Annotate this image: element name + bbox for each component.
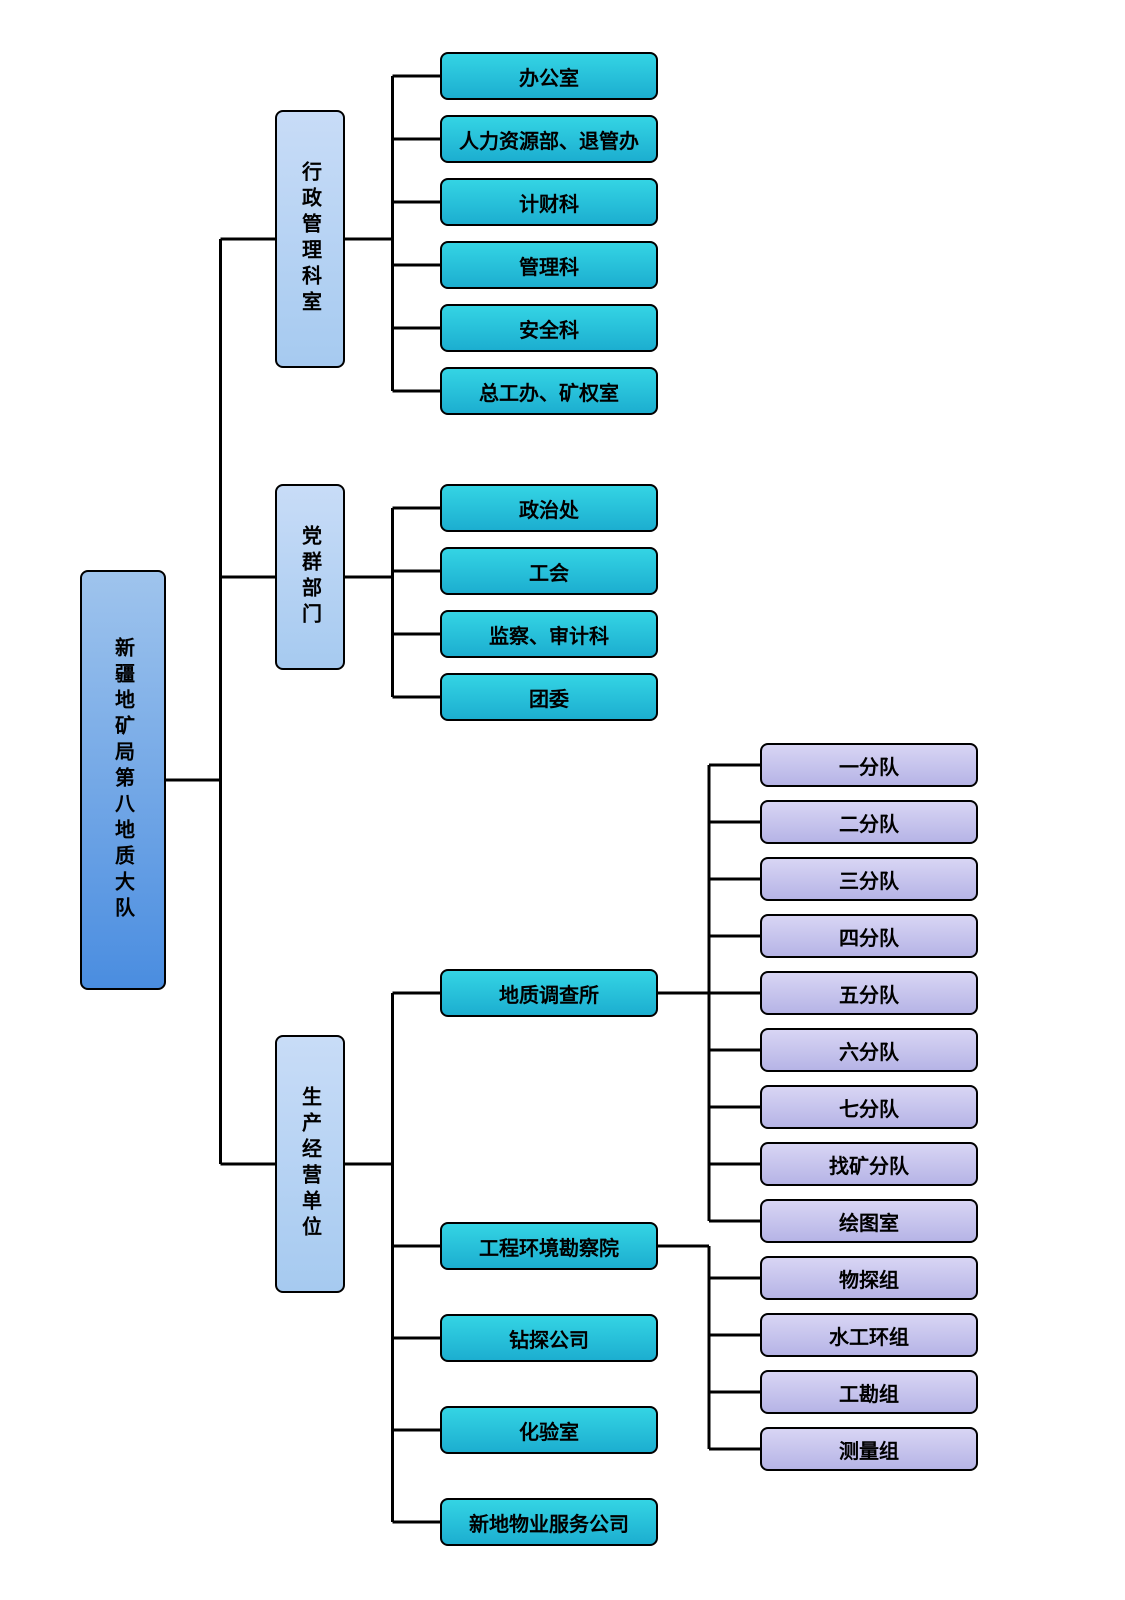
level4-geo-0: 一分队 [760, 743, 978, 787]
level2-admin-label: 行政管理科室 [296, 161, 325, 317]
root-node-label: 新疆地矿局第八地质大队 [109, 637, 138, 923]
level3-party-3-label: 团委 [529, 683, 569, 712]
level4-env-1: 水工环组 [760, 1313, 978, 1357]
level4-geo-1-label: 二分队 [839, 808, 899, 837]
level3-admin-3: 管理科 [440, 241, 658, 289]
level4-env-3-label: 测量组 [839, 1435, 899, 1464]
level3-prop: 新地物业服务公司 [440, 1498, 658, 1546]
level3-admin-2: 计财科 [440, 178, 658, 226]
level4-geo-4-label: 五分队 [839, 979, 899, 1008]
level3-drill-label: 钻探公司 [509, 1324, 589, 1353]
level4-geo-8: 绘图室 [760, 1199, 978, 1243]
level4-geo-2: 三分队 [760, 857, 978, 901]
level3-admin-1-label: 人力资源部、退管办 [459, 125, 639, 154]
level3-admin-5-label: 总工办、矿权室 [479, 377, 619, 406]
level2-prod-label: 生产经营单位 [296, 1086, 325, 1242]
level4-geo-4: 五分队 [760, 971, 978, 1015]
level4-env-2: 工勘组 [760, 1370, 978, 1414]
level4-geo-6: 七分队 [760, 1085, 978, 1129]
level3-party-2-label: 监察、审计科 [489, 620, 609, 649]
level3-party-0-label: 政治处 [519, 494, 579, 523]
level3-admin-3-label: 管理科 [519, 251, 579, 280]
level2-prod: 生产经营单位 [275, 1035, 345, 1293]
level4-geo-7: 找矿分队 [760, 1142, 978, 1186]
level3-admin-1: 人力资源部、退管办 [440, 115, 658, 163]
level3-admin-4-label: 安全科 [519, 314, 579, 343]
level4-env-2-label: 工勘组 [839, 1378, 899, 1407]
level3-drill: 钻探公司 [440, 1314, 658, 1362]
level4-env-1-label: 水工环组 [829, 1321, 909, 1350]
level4-geo-2-label: 三分队 [839, 865, 899, 894]
level3-party-0: 政治处 [440, 484, 658, 532]
level3-lab: 化验室 [440, 1406, 658, 1454]
level4-geo-5-label: 六分队 [839, 1036, 899, 1065]
level3-party-1-label: 工会 [529, 557, 569, 586]
level3-admin-5: 总工办、矿权室 [440, 367, 658, 415]
level3-geo: 地质调查所 [440, 969, 658, 1017]
root-node: 新疆地矿局第八地质大队 [80, 570, 166, 990]
level3-lab-label: 化验室 [519, 1416, 579, 1445]
level4-geo-0-label: 一分队 [839, 751, 899, 780]
level4-env-0: 物探组 [760, 1256, 978, 1300]
level3-prop-label: 新地物业服务公司 [469, 1508, 629, 1537]
level4-geo-8-label: 绘图室 [839, 1207, 899, 1236]
level3-party-1: 工会 [440, 547, 658, 595]
level3-party-3: 团委 [440, 673, 658, 721]
level4-geo-3-label: 四分队 [839, 922, 899, 951]
level4-geo-6-label: 七分队 [839, 1093, 899, 1122]
level2-party-label: 党群部门 [296, 525, 325, 629]
level2-admin: 行政管理科室 [275, 110, 345, 368]
level4-env-3: 测量组 [760, 1427, 978, 1471]
level4-geo-1: 二分队 [760, 800, 978, 844]
level4-geo-3: 四分队 [760, 914, 978, 958]
level2-party: 党群部门 [275, 484, 345, 670]
level3-admin-0-label: 办公室 [519, 62, 579, 91]
level3-admin-4: 安全科 [440, 304, 658, 352]
level3-admin-0: 办公室 [440, 52, 658, 100]
level3-geo-label: 地质调查所 [499, 979, 599, 1008]
level3-party-2: 监察、审计科 [440, 610, 658, 658]
level4-geo-7-label: 找矿分队 [829, 1150, 909, 1179]
level4-geo-5: 六分队 [760, 1028, 978, 1072]
level3-env-label: 工程环境勘察院 [479, 1232, 619, 1261]
level3-admin-2-label: 计财科 [519, 188, 579, 217]
level3-env: 工程环境勘察院 [440, 1222, 658, 1270]
level4-env-0-label: 物探组 [839, 1264, 899, 1293]
